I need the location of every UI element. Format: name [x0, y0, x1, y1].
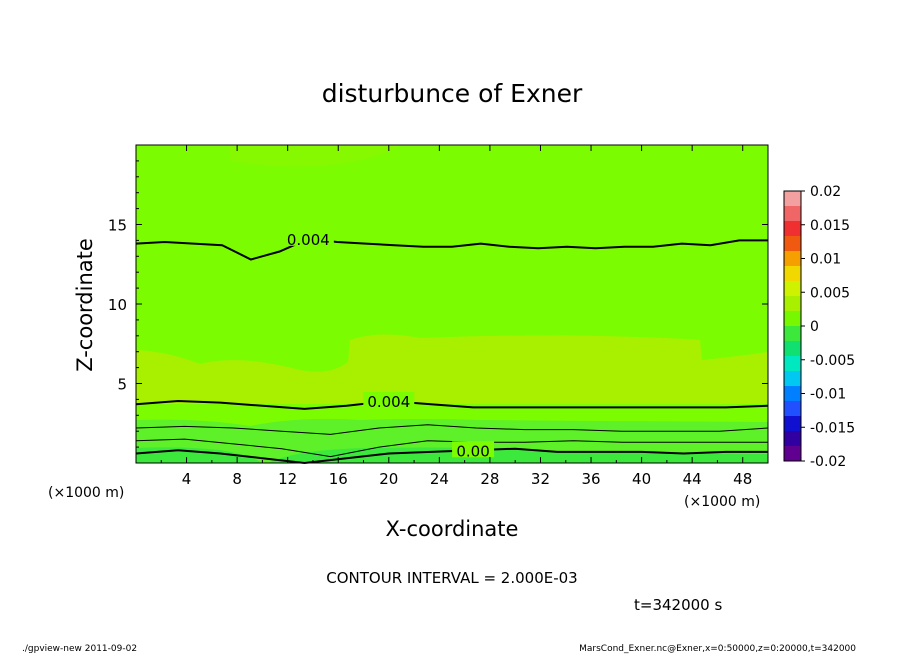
- field-light-band: [136, 334, 768, 404]
- x-tick-label: 40: [632, 470, 651, 488]
- x-tick-label: 8: [232, 470, 242, 488]
- colorbar-swatch: [784, 371, 801, 387]
- x-unit-left: (×1000 m): [48, 485, 124, 501]
- x-tick-label: 16: [329, 470, 348, 488]
- contour-label-bg: [282, 229, 334, 246]
- colorbar-label: -0.005: [810, 353, 855, 369]
- colorbar-swatch: [784, 311, 801, 327]
- colorbar-swatch: [784, 416, 801, 432]
- colorbar-swatch: [784, 296, 801, 312]
- footer-right: MarsCond_Exner.nc@Exner,x=0:50000,z=0:20…: [579, 644, 856, 654]
- plot-area: 0.004 0.004 0.00: [135, 144, 769, 465]
- colorbar-label: -0.02: [810, 454, 846, 470]
- contour-label-bg: [452, 441, 495, 458]
- x-tick-label: 32: [531, 470, 550, 488]
- x-tick-label: 48: [733, 470, 752, 488]
- colorbar-label: -0.01: [810, 387, 846, 403]
- colorbar-label: 0.02: [810, 184, 841, 200]
- contour-line: [135, 447, 768, 465]
- colorbar-swatch: [784, 236, 801, 252]
- chart-title: disturbunce of Exner: [322, 79, 583, 108]
- x-tick-label: 44: [683, 470, 702, 488]
- x-tick-label: 4: [182, 470, 192, 488]
- colorbar-label: 0.015: [810, 218, 850, 234]
- colorbar-swatch: [784, 386, 801, 402]
- time-text: t=342000 s: [634, 596, 722, 614]
- colorbar-swatch: [784, 251, 801, 267]
- contour-line: [135, 399, 769, 410]
- footer-left: ./gpview-new 2011-09-02: [22, 644, 137, 654]
- colorbar-swatch: [784, 446, 801, 462]
- x-tick-label: 20: [379, 470, 398, 488]
- colorbar-swatch: [784, 431, 801, 447]
- colorbar: 0.02 0.015 0.01 0.005 0 -0.005 -0.01 -0.015 -0.0…: [783, 184, 855, 470]
- contour-line: [135, 237, 768, 261]
- colorbar-label: 0: [810, 319, 819, 335]
- colorbar-swatch: [784, 341, 801, 357]
- field-top-band: [230, 145, 400, 167]
- colorbar-swatch: [784, 266, 801, 282]
- x-tick-label: 36: [581, 470, 600, 488]
- y-axis-label: Z-coordinate: [73, 238, 97, 372]
- colorbar-label: -0.015: [810, 420, 855, 436]
- x-axis-label: X-coordinate: [386, 517, 519, 541]
- y-tick-label: 10: [108, 296, 127, 314]
- contour-label: 0.00: [456, 442, 489, 460]
- colorbar-swatch: [784, 326, 801, 342]
- colorbar-label: 0.005: [810, 285, 850, 301]
- colorbar-label: 0.01: [810, 252, 841, 268]
- contour-line: [135, 438, 768, 458]
- field-low-band-3: [268, 447, 768, 463]
- y-tick-label: 5: [117, 376, 127, 394]
- x-tick-label: 28: [480, 470, 499, 488]
- y-tick-label: 15: [108, 217, 127, 235]
- contour-label-bg: [363, 391, 415, 408]
- contour-label: 0.004: [287, 231, 330, 249]
- colorbar-swatch: [784, 191, 801, 207]
- colorbar-swatch: [784, 401, 801, 417]
- contour-interval-text: CONTOUR INTERVAL = 2.000E-03: [326, 569, 577, 587]
- contour-label: 0.004: [367, 393, 410, 411]
- x-unit-right: (×1000 m): [684, 494, 760, 510]
- colorbar-swatch: [784, 221, 801, 237]
- x-tick-label: 24: [430, 470, 449, 488]
- colorbar-swatch: [784, 281, 801, 297]
- colorbar-swatch: [784, 206, 801, 222]
- x-tick-label: 12: [278, 470, 297, 488]
- colorbar-swatch: [784, 356, 801, 372]
- contour-line: [135, 424, 769, 435]
- field-background: [136, 145, 768, 463]
